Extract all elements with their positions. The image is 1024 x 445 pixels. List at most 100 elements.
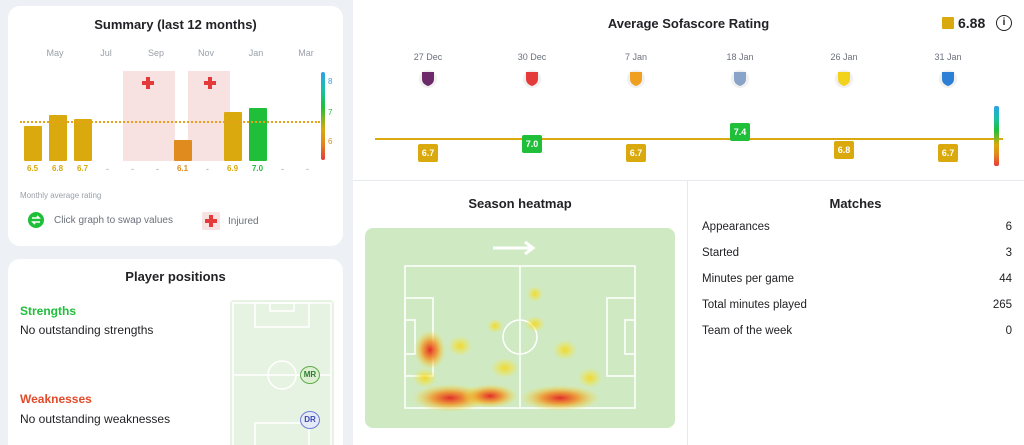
stat-row-team-of-week: Team of the week 0 [702, 325, 1012, 351]
rating-color-scale [994, 106, 999, 166]
scale-tick: 8 [328, 77, 333, 86]
monthly-rating-chart[interactable] [20, 66, 320, 161]
stat-row-appearances: Appearances 6 [702, 221, 1012, 247]
average-rating-value: 6.88 [958, 15, 986, 31]
stat-row-started: Started 3 [702, 247, 1012, 273]
positions-title: Player positions [125, 269, 226, 284]
month-label: Jan [248, 48, 264, 58]
swap-icon [28, 212, 44, 228]
month-bar[interactable] [173, 139, 192, 161]
match-rating-pill[interactable]: 6.7 [938, 144, 958, 162]
stat-value: 44 [999, 273, 1012, 285]
weaknesses-label: Weaknesses [20, 392, 92, 406]
match-rating-pill[interactable]: 7.4 [730, 123, 750, 141]
legend-swap[interactable]: Click graph to swap values [28, 212, 173, 228]
match-columns: 27 Dec 30 Dec 7 Jan 18 Jan 26 Jan 31 Jan [353, 50, 1024, 100]
injured-cross-icon [141, 76, 155, 90]
match-date: 31 Jan [934, 52, 962, 62]
heatmap-pitch [365, 228, 675, 428]
month-label: Sep [147, 48, 164, 58]
month-bar[interactable] [73, 118, 92, 161]
team-crest-icon[interactable] [939, 70, 957, 88]
match-rating-chart[interactable]: 6.7 7.0 6.7 7.4 6.8 6.7 [353, 100, 1024, 170]
stat-label: Appearances [702, 221, 770, 233]
match-date: 26 Jan [830, 52, 858, 62]
average-line [20, 121, 320, 123]
divider-vertical [687, 181, 688, 445]
rating-baseline [375, 138, 1003, 140]
weaknesses-text: No outstanding weaknesses [20, 412, 171, 426]
month-label: Mar [298, 48, 314, 58]
match-date: 7 Jan [624, 52, 648, 62]
stat-value: 6 [1005, 221, 1012, 233]
month-value-label: 6.1 [176, 164, 189, 173]
team-crest-icon[interactable] [419, 70, 437, 88]
match-date: 27 Dec [413, 52, 443, 62]
strengths-text: No outstanding strengths [20, 323, 154, 337]
month-value-label: 6.8 [51, 164, 64, 173]
divider [353, 180, 1024, 181]
monthly-values: 6.5 6.8 6.7 - - - 6.1 - 6.9 7.0 - - [20, 164, 320, 176]
month-value-label: 7.0 [251, 164, 264, 173]
summary-card: Summary (last 12 months) May Jul Sep Nov… [8, 6, 343, 246]
month-value-label: - [281, 164, 284, 174]
month-bar[interactable] [23, 125, 42, 161]
legend-injured-label: Injured [228, 215, 259, 227]
stat-row-minutes-per-game: Minutes per game 44 [702, 273, 1012, 299]
position-badge-dr[interactable]: DR [300, 411, 320, 429]
month-value-label: - [156, 164, 159, 174]
position-badge-mr[interactable]: MR [300, 366, 320, 384]
match-rating-pill[interactable]: 6.7 [418, 144, 438, 162]
summary-title: Summary (last 12 months) [94, 17, 257, 32]
month-bar[interactable] [48, 115, 67, 161]
team-crest-icon[interactable] [731, 70, 749, 88]
month-value-label: - [306, 164, 309, 174]
rating-color-scale [321, 72, 325, 160]
match-date: 18 Jan [726, 52, 754, 62]
scale-tick: 6 [328, 137, 333, 146]
stat-value: 265 [992, 299, 1012, 311]
rating-title: Average Sofascore Rating [607, 16, 770, 31]
mini-pitch: MR DR [230, 300, 334, 445]
stat-label: Minutes per game [702, 273, 795, 285]
month-value-label: - [106, 164, 109, 174]
stat-label: Team of the week [702, 325, 793, 337]
rating-panel: Average Sofascore Rating 6.88 i 27 Dec 30… [353, 0, 1024, 445]
month-value-label: 6.7 [76, 164, 89, 173]
stat-label: Total minutes played [702, 299, 807, 311]
month-label: Jul [100, 48, 112, 58]
legend-swap-label: Click graph to swap values [54, 214, 173, 226]
team-crest-icon[interactable] [627, 70, 645, 88]
chart-caption: Monthly average rating [20, 191, 102, 200]
matches-title: Matches [829, 196, 882, 211]
heatmap-title: Season heatmap [468, 196, 572, 211]
team-crest-icon[interactable] [523, 70, 541, 88]
stat-row-total-minutes: Total minutes played 265 [702, 299, 1012, 325]
injured-legend-icon [202, 212, 220, 230]
stat-value: 0 [1005, 325, 1012, 337]
injured-cross-icon [203, 76, 217, 90]
match-rating-pill[interactable]: 6.7 [626, 144, 646, 162]
match-rating-pill[interactable]: 6.8 [834, 141, 854, 159]
month-label: Nov [197, 48, 214, 58]
month-value-label: - [206, 164, 209, 174]
stat-label: Started [702, 247, 740, 259]
matches-stats: Appearances 6 Started 3 Minutes per game… [702, 221, 1012, 351]
month-label: May [46, 48, 64, 58]
rating-square-icon [942, 17, 954, 29]
match-rating-pill[interactable]: 7.0 [522, 135, 542, 153]
scale-tick: 7 [328, 108, 333, 117]
strengths-label: Strengths [20, 304, 77, 318]
month-bar[interactable] [248, 108, 267, 161]
month-value-label: 6.5 [26, 164, 39, 173]
legend-injured: Injured [202, 212, 259, 230]
average-rating-badge: 6.88 [942, 15, 985, 31]
player-positions-card: Player positions Strengths No outstandin… [8, 259, 343, 445]
month-bar[interactable] [223, 111, 242, 161]
info-icon[interactable]: i [996, 15, 1012, 31]
team-crest-icon[interactable] [835, 70, 853, 88]
month-value-label: 6.9 [226, 164, 239, 173]
match-date: 30 Dec [517, 52, 547, 62]
month-value-label: - [131, 164, 134, 174]
stat-value: 3 [1005, 247, 1012, 259]
